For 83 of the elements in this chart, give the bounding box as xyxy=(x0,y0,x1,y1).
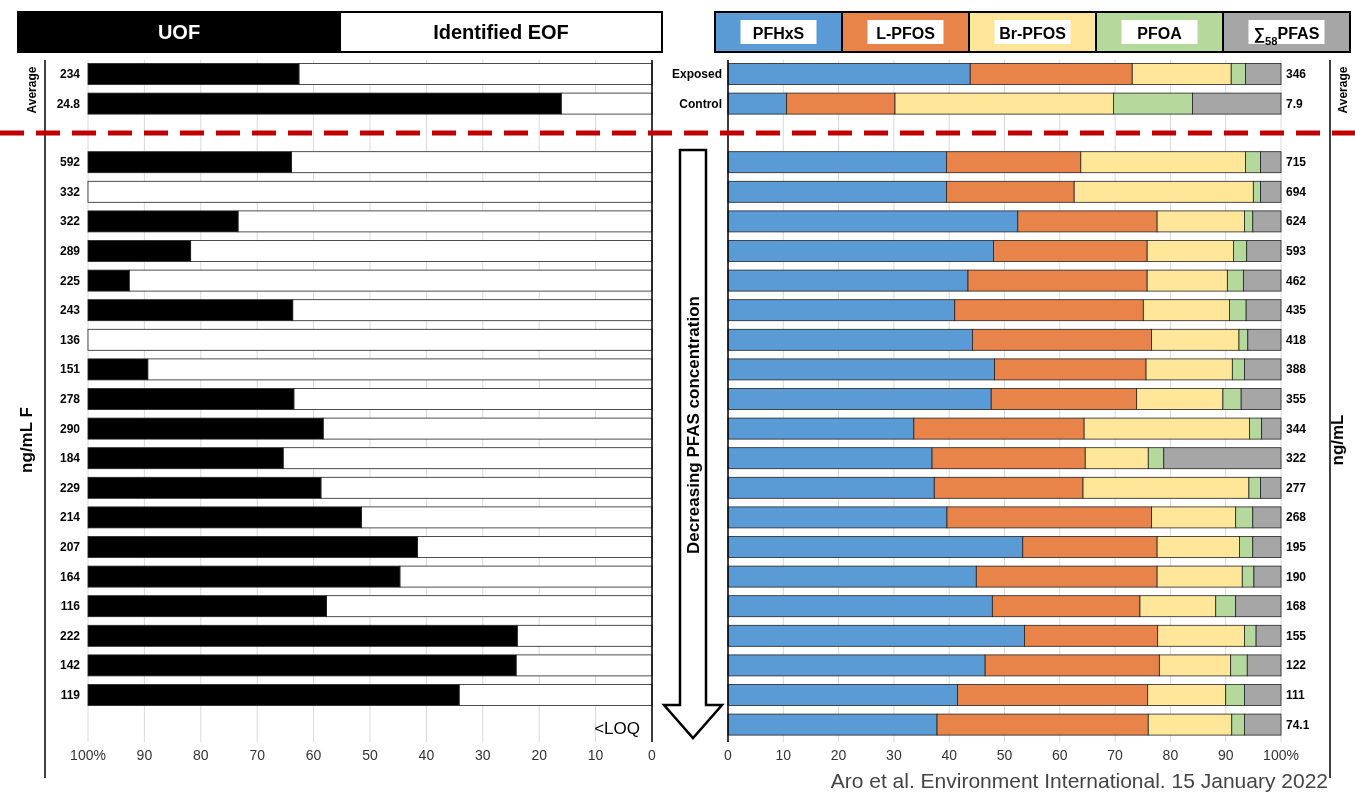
y-tick-label: 388 xyxy=(1286,362,1307,377)
x-tick-label: 10 xyxy=(775,747,792,763)
y-tick-label: 190 xyxy=(1286,569,1307,584)
y-tick-label: 694 xyxy=(1286,184,1307,199)
x-tick-label: 80 xyxy=(193,747,209,763)
y-tick-label: 214 xyxy=(59,510,81,525)
x-tick-label: 70 xyxy=(249,747,266,763)
y-tick-label: 418 xyxy=(1286,332,1307,347)
y-tick-label: 229 xyxy=(59,480,81,495)
y-tick-label: 278 xyxy=(59,392,81,406)
x-tick-label: 40 xyxy=(941,747,958,763)
y-tick-label: 322 xyxy=(1286,451,1307,466)
text: Decreasing PFAS concentration xyxy=(684,296,703,554)
y-tick-label: 111 xyxy=(1286,688,1306,702)
y-tick-label: 119 xyxy=(60,688,81,702)
y-tick-label: 332 xyxy=(59,184,81,199)
bar xyxy=(87,328,653,351)
y-tick-label: 136 xyxy=(59,332,81,347)
y-tick-label: 168 xyxy=(1286,599,1307,614)
x-tick-label: 70 xyxy=(1107,747,1124,763)
y-tick-label: 195 xyxy=(1286,540,1307,554)
x-tick-label: 10 xyxy=(587,747,604,763)
y-tick-label: 116 xyxy=(60,599,81,614)
x-tick-label: 60 xyxy=(1052,747,1068,763)
y-tick-label: 122 xyxy=(1286,658,1307,673)
series-label: PFHxS xyxy=(752,25,805,42)
text: Control xyxy=(679,96,722,111)
x-tick-label: 50 xyxy=(996,747,1013,763)
x-tick-label: 80 xyxy=(1162,747,1179,763)
y-tick-label: 243 xyxy=(59,303,81,318)
y-tick-label: 155 xyxy=(1286,628,1307,643)
x-tick-label: 0 xyxy=(648,747,657,763)
y-tick-label: 268 xyxy=(1286,510,1307,525)
y-tick-label: 592 xyxy=(59,155,81,170)
y-tick-label: 322 xyxy=(59,214,81,229)
y-tick-label: 593 xyxy=(1286,244,1307,258)
y-tick-label: 234 xyxy=(59,67,81,81)
y-tick-label: 164 xyxy=(59,569,81,584)
text: PFOA xyxy=(1137,25,1183,42)
y-tick-label: 355 xyxy=(1286,392,1307,406)
x-tick-label: 60 xyxy=(305,747,322,763)
y-tick-label: 462 xyxy=(1286,273,1307,288)
y-tick-label: 225 xyxy=(59,273,81,288)
text: Average xyxy=(25,66,39,114)
y-tick-label: 289 xyxy=(59,244,81,258)
x-tick-label: 30 xyxy=(475,747,491,763)
text: Br-PFOS xyxy=(999,25,1067,42)
text: Average xyxy=(1336,66,1350,114)
y-tick-label: 715 xyxy=(1286,155,1307,170)
x-tick-label: 40 xyxy=(418,747,435,763)
x-tick-label: 100% xyxy=(70,747,106,763)
text: Aro et al. Environment International. 15 January 2022 xyxy=(830,769,1328,792)
x-tick-label: 30 xyxy=(886,747,902,763)
annotation: <LOQ xyxy=(594,718,640,738)
text: Exposed xyxy=(671,67,722,81)
y-tick-label: 344 xyxy=(1286,421,1307,436)
y-tick-label: 7.9 xyxy=(1286,96,1304,111)
y-tick-label: 222 xyxy=(59,628,81,643)
y-tick-label: 290 xyxy=(59,421,81,436)
x-tick-label: 20 xyxy=(531,747,548,763)
y-tick-label: 624 xyxy=(1286,214,1307,229)
y-tick-label: 142 xyxy=(59,658,81,673)
x-tick-label: 20 xyxy=(830,747,847,763)
series-label: Identified EOF xyxy=(433,21,569,43)
y-tick-label: 74.1 xyxy=(1286,717,1310,732)
x-tick-label: 90 xyxy=(136,747,153,763)
x-tick-label: 100% xyxy=(1263,747,1299,763)
y-tick-label: 207 xyxy=(59,540,81,554)
y-tick-label: 151 xyxy=(59,362,81,377)
y-tick-label: 346 xyxy=(1286,67,1307,81)
bar xyxy=(87,180,653,203)
text: L-PFOS xyxy=(876,25,936,42)
x-tick-label: 90 xyxy=(1217,747,1234,763)
y-tick-label: 24.8 xyxy=(56,96,81,111)
series-label: UOF xyxy=(157,21,201,43)
y-tick-label: 184 xyxy=(59,451,81,466)
x-tick-label: 0 xyxy=(724,747,733,763)
y-tick-label: 435 xyxy=(1286,303,1307,318)
y-axis-title: ng/mL F xyxy=(17,407,36,473)
x-tick-label: 50 xyxy=(362,747,378,763)
y-tick-label: 277 xyxy=(1286,480,1307,495)
series-label: ∑$_{58}$PFAS xyxy=(1253,25,1320,47)
y-axis-title: ng/mL xyxy=(1328,414,1347,466)
